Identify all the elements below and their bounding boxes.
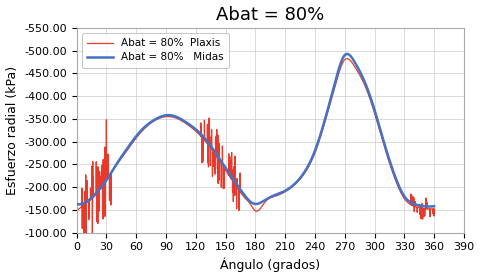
Abat = 80%  Plaxis [397,190,403,193]
Line: Abat = 80%  Plaxis: Abat = 80% Plaxis [77,59,434,236]
Abat = 80%  Plaxis [74,209,80,212]
Abat = 80%   Midas [431,205,437,208]
Abat = 80%  Plaxis [431,207,437,211]
Abat = 80%   Midas [299,175,304,178]
Abat = 80%  Plaxis [290,185,296,188]
Abat = 80%   Midas [117,157,123,161]
Legend: Abat = 80%  Plaxis, Abat = 80%   Midas: Abat = 80% Plaxis, Abat = 80% Midas [82,33,229,68]
Abat = 80%   Midas [80,202,86,205]
Abat = 80%  Plaxis [174,116,180,120]
Abat = 80%  Plaxis [431,207,437,211]
Line: Abat = 80%   Midas: Abat = 80% Midas [77,54,434,207]
Abat = 80%   Midas [309,157,315,160]
Abat = 80%   Midas [172,115,178,118]
Abat = 80%   Midas [426,205,432,208]
Abat = 80%  Plaxis [150,120,156,123]
Abat = 80%  Plaxis [296,179,302,182]
Abat = 80%   Midas [153,117,159,120]
Abat = 80%   Midas [344,52,350,56]
Abat = 80%  Plaxis [344,57,350,60]
X-axis label: Ángulo (grados): Ángulo (grados) [220,258,320,272]
Y-axis label: Esfuerzo radial (kPa): Esfuerzo radial (kPa) [6,66,19,195]
Abat = 80%   Midas [74,202,80,206]
Abat = 80%  Plaxis [81,235,87,238]
Title: Abat = 80%: Abat = 80% [216,6,324,24]
